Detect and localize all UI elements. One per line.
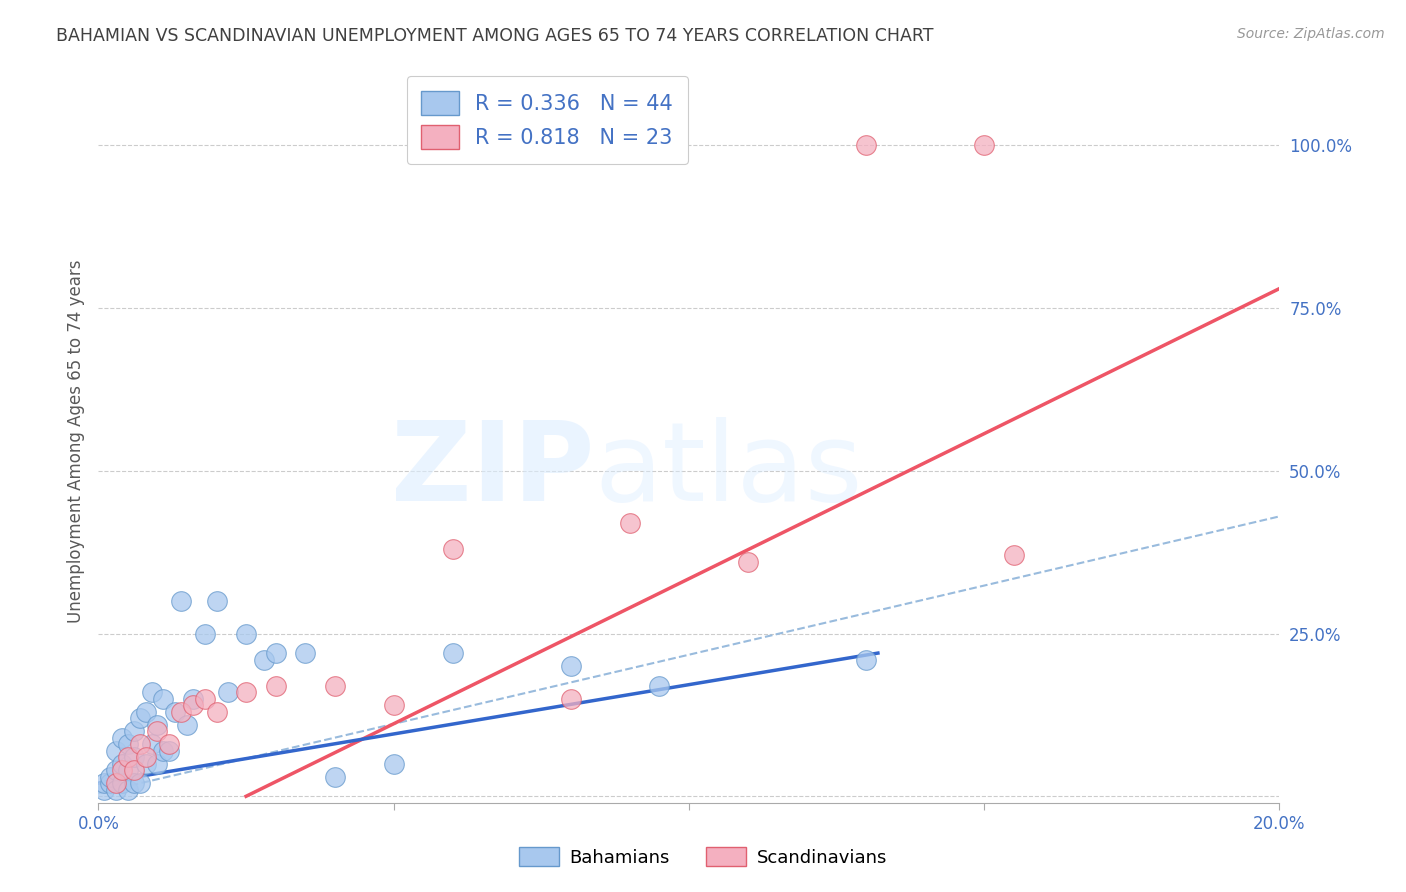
Point bbox=[441, 541, 464, 556]
Point bbox=[111, 731, 134, 745]
Point bbox=[382, 756, 405, 771]
Point bbox=[648, 679, 671, 693]
Point bbox=[181, 691, 204, 706]
Point bbox=[737, 555, 759, 569]
Point bbox=[135, 750, 157, 764]
Point bbox=[294, 646, 316, 660]
Point bbox=[235, 685, 257, 699]
Point bbox=[217, 685, 239, 699]
Point bbox=[146, 717, 169, 731]
Point bbox=[194, 691, 217, 706]
Point bbox=[264, 679, 287, 693]
Point bbox=[111, 764, 134, 778]
Point bbox=[323, 770, 346, 784]
Text: atlas: atlas bbox=[595, 417, 863, 524]
Point bbox=[111, 776, 134, 790]
Point bbox=[105, 764, 128, 778]
Point bbox=[1002, 549, 1025, 563]
Point bbox=[619, 516, 641, 530]
Point bbox=[152, 691, 174, 706]
Point bbox=[152, 744, 174, 758]
Point bbox=[128, 737, 150, 751]
Point bbox=[98, 776, 121, 790]
Point bbox=[117, 782, 139, 797]
Point bbox=[146, 756, 169, 771]
Point bbox=[441, 646, 464, 660]
Point bbox=[135, 705, 157, 719]
Point bbox=[111, 756, 134, 771]
Point bbox=[176, 717, 198, 731]
Point bbox=[98, 770, 121, 784]
Point bbox=[855, 652, 877, 666]
Point bbox=[323, 679, 346, 693]
Point bbox=[117, 750, 139, 764]
Point bbox=[105, 744, 128, 758]
Point bbox=[93, 776, 115, 790]
Legend: Bahamians, Scandinavians: Bahamians, Scandinavians bbox=[512, 840, 894, 874]
Point bbox=[560, 691, 582, 706]
Point bbox=[135, 756, 157, 771]
Point bbox=[181, 698, 204, 713]
Point bbox=[205, 594, 228, 608]
Y-axis label: Unemployment Among Ages 65 to 74 years: Unemployment Among Ages 65 to 74 years bbox=[66, 260, 84, 624]
Text: BAHAMIAN VS SCANDINAVIAN UNEMPLOYMENT AMONG AGES 65 TO 74 YEARS CORRELATION CHAR: BAHAMIAN VS SCANDINAVIAN UNEMPLOYMENT AM… bbox=[56, 27, 934, 45]
Point bbox=[93, 782, 115, 797]
Point bbox=[146, 724, 169, 739]
Point bbox=[973, 138, 995, 153]
Point bbox=[122, 764, 145, 778]
Point bbox=[122, 750, 145, 764]
Point bbox=[141, 685, 163, 699]
Point bbox=[128, 711, 150, 725]
Text: ZIP: ZIP bbox=[391, 417, 595, 524]
Point bbox=[105, 782, 128, 797]
Point bbox=[105, 776, 128, 790]
Point bbox=[141, 737, 163, 751]
Point bbox=[122, 776, 145, 790]
Point bbox=[205, 705, 228, 719]
Point bbox=[855, 138, 877, 153]
Point bbox=[264, 646, 287, 660]
Point bbox=[560, 659, 582, 673]
Point bbox=[170, 705, 193, 719]
Point bbox=[165, 705, 187, 719]
Point bbox=[117, 764, 139, 778]
Point bbox=[128, 776, 150, 790]
Point bbox=[194, 626, 217, 640]
Legend: R = 0.336   N = 44, R = 0.818   N = 23: R = 0.336 N = 44, R = 0.818 N = 23 bbox=[406, 76, 688, 164]
Point bbox=[157, 744, 180, 758]
Point bbox=[170, 594, 193, 608]
Point bbox=[117, 737, 139, 751]
Point bbox=[235, 626, 257, 640]
Point bbox=[122, 724, 145, 739]
Point bbox=[253, 652, 276, 666]
Point bbox=[382, 698, 405, 713]
Point bbox=[157, 737, 180, 751]
Text: Source: ZipAtlas.com: Source: ZipAtlas.com bbox=[1237, 27, 1385, 41]
